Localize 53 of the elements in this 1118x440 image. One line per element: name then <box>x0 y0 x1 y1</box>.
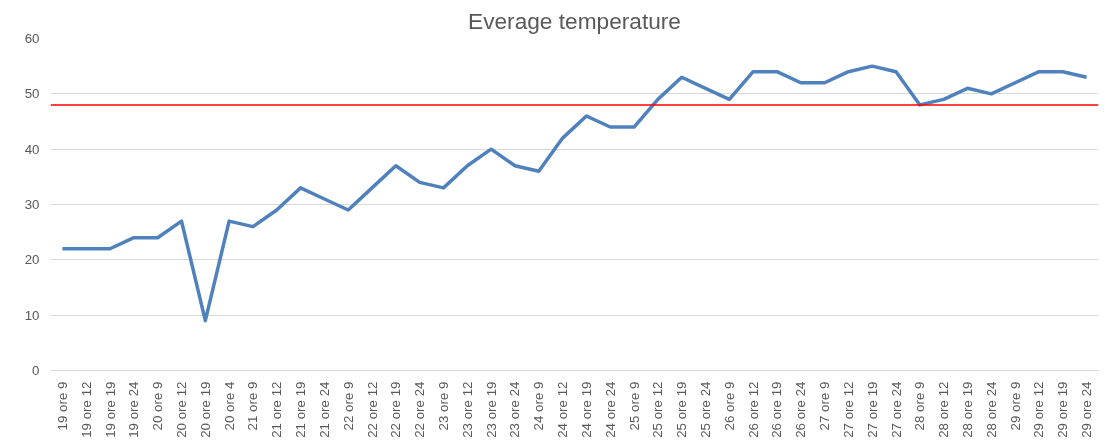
x-tick-label: 20 ore 9 <box>150 381 166 431</box>
x-tick-label: 27 ore 24 <box>888 380 904 438</box>
chart-title: Everage temperature <box>468 7 681 34</box>
x-tick-label: 25 ore 12 <box>650 381 666 438</box>
x-tick-label: 20 ore 4 <box>221 380 237 431</box>
x-tick-label: 22 ore 9 <box>340 381 356 431</box>
x-tick-label: 25 ore 24 <box>698 380 713 438</box>
x-tick-label: 21 ore 12 <box>269 381 285 438</box>
x-tick-label: 24 ore 9 <box>531 381 547 431</box>
x-tick-label: 22 ore 24 <box>412 380 428 438</box>
x-tick-label: 28 ore 12 <box>936 381 952 438</box>
x-tick-label: 29 ore 19 <box>1055 381 1071 438</box>
x-tick-label: 19 ore 9 <box>54 381 70 431</box>
y-tick-label: 0 <box>32 363 40 378</box>
x-tick-label: 29 ore 24 <box>1079 380 1095 438</box>
y-tick-label: 50 <box>24 86 40 102</box>
x-tick-label: 28 ore 9 <box>912 381 928 431</box>
x-tick-label: 19 ore 19 <box>102 381 118 438</box>
x-tick-label: 20 ore 19 <box>197 381 213 438</box>
x-tick-label: 28 ore 19 <box>960 381 975 438</box>
x-tick-label: 24 ore 19 <box>578 381 594 438</box>
x-tick-label: 27 ore 19 <box>864 381 880 438</box>
y-tick-label: 60 <box>24 31 40 46</box>
x-tick-label: 29 ore 12 <box>1031 381 1047 438</box>
x-tick-label: 23 ore 12 <box>459 381 475 438</box>
x-tick-label: 24 ore 24 <box>602 380 618 438</box>
x-tick-label: 19 ore 24 <box>126 380 142 438</box>
y-tick-label: 10 <box>24 307 40 323</box>
x-tick-label: 24 ore 12 <box>555 381 571 438</box>
y-tick-label: 30 <box>24 197 40 212</box>
x-tick-label: 21 ore 24 <box>316 380 332 438</box>
x-tick-label: 26 ore 24 <box>793 380 809 438</box>
x-tick-label: 22 ore 12 <box>364 381 380 438</box>
x-tick-label: 23 ore 24 <box>507 380 523 438</box>
x-tick-label: 21 ore 9 <box>245 381 261 431</box>
y-tick-label: 20 <box>24 252 40 268</box>
x-tick-label: 23 ore 19 <box>483 381 499 438</box>
x-tick-label: 26 ore 12 <box>745 381 761 438</box>
x-tick-label: 29 ore 9 <box>1007 381 1023 431</box>
x-tick-label: 26 ore 9 <box>721 381 737 431</box>
x-tick-label: 21 ore 19 <box>293 381 309 438</box>
x-tick-label: 25 ore 9 <box>626 381 642 431</box>
x-tick-label: 25 ore 19 <box>674 381 690 438</box>
x-tick-label: 22 ore 19 <box>388 381 404 438</box>
line-series <box>60 64 1089 323</box>
x-tick-label: 20 ore 12 <box>174 381 189 438</box>
x-tick-label: 27 ore 9 <box>817 381 833 431</box>
x-tick-label: 27 ore 12 <box>840 381 856 438</box>
x-tick-label: 23 ore 9 <box>436 381 451 431</box>
y-tick-label: 40 <box>24 141 40 157</box>
x-tick-label: 26 ore 19 <box>769 381 785 438</box>
x-tick-label: 19 ore 12 <box>78 381 94 438</box>
x-tick-label: 28 ore 24 <box>983 380 999 438</box>
